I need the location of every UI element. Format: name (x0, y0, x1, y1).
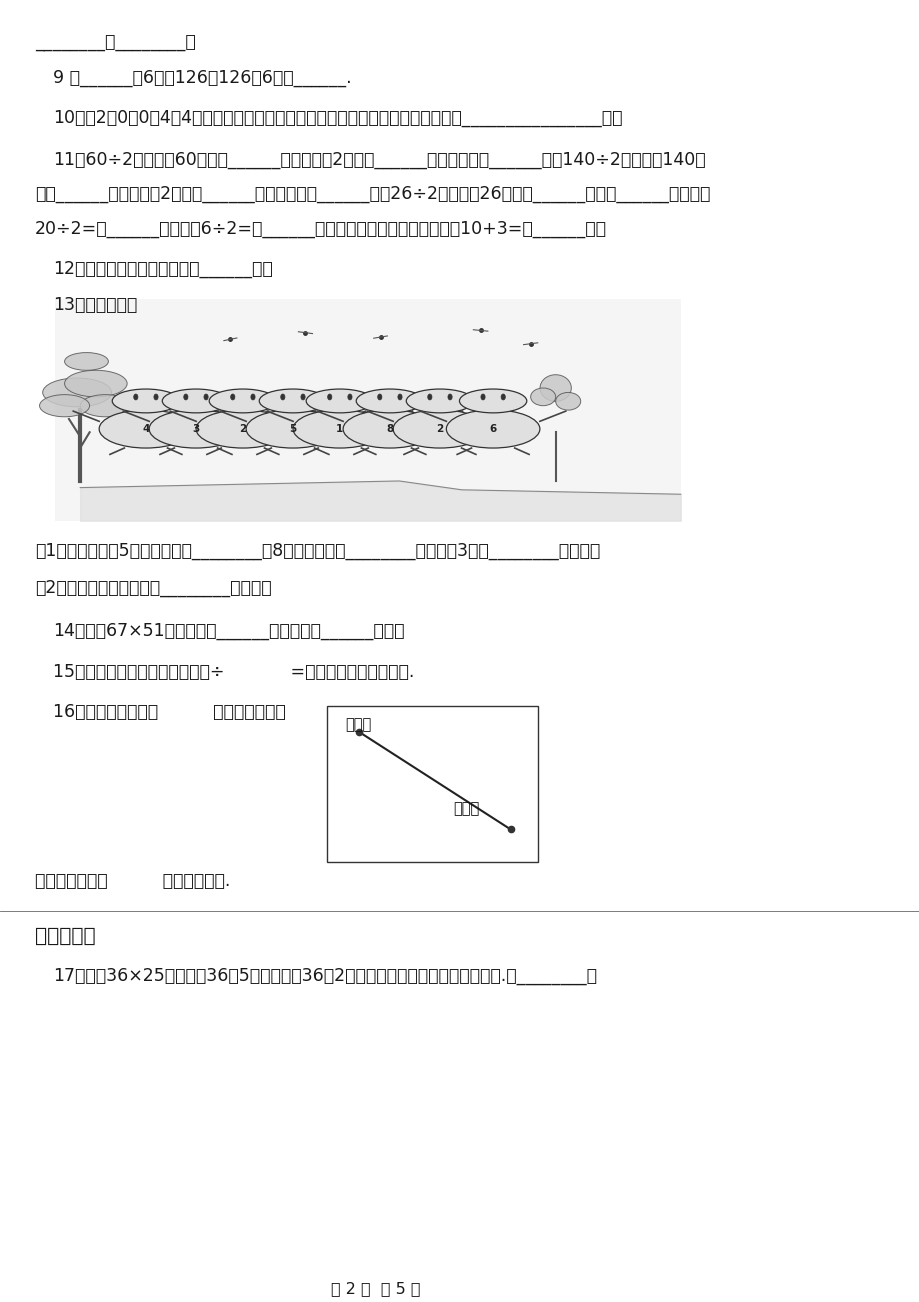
Text: 小建家: 小建家 (345, 716, 371, 732)
Ellipse shape (530, 388, 555, 406)
Circle shape (427, 395, 432, 400)
Circle shape (251, 395, 255, 400)
Ellipse shape (306, 389, 373, 413)
Ellipse shape (64, 353, 108, 370)
Circle shape (378, 395, 381, 400)
Text: 2: 2 (436, 424, 443, 434)
Ellipse shape (356, 389, 423, 413)
Text: 4: 4 (142, 424, 150, 434)
Ellipse shape (539, 375, 571, 401)
Text: 12．在北方和东方中间的是（______）。: 12．在北方和东方中间的是（______）。 (53, 260, 273, 279)
Ellipse shape (196, 410, 289, 448)
Ellipse shape (209, 389, 277, 413)
Text: 17．计算36×25时，先把36和5相乘，再把36和2相乘，最后把两次乘得的结果相加.（________）: 17．计算36×25时，先把36和5相乘，再把36和2相乘，最后把两次乘得的结果… (53, 967, 596, 986)
Ellipse shape (293, 410, 386, 448)
Text: （2）这个青蛙乐队一共有________只青蛙。: （2）这个青蛙乐队一共有________只青蛙。 (35, 579, 271, 598)
Text: 13．青蛙乐队。: 13．青蛙乐队。 (53, 296, 138, 314)
Ellipse shape (392, 410, 486, 448)
Ellipse shape (80, 395, 130, 417)
Text: ________和________。: ________和________。 (35, 34, 196, 52)
Text: 成（______）个十除以2，得（______）个十，即（______）。26÷2，可以把26分成（______）和（______），先算: 成（______）个十除以2，得（______）个十，即（______）。26÷… (35, 185, 709, 203)
Circle shape (448, 395, 451, 400)
Text: 1: 1 (335, 424, 343, 434)
Ellipse shape (99, 410, 192, 448)
Text: 10．用2、0、0、4、4组成的三位数乘两位数的乘法算式中，乘积最大的算式是（________________）。: 10．用2、0、0、4、4组成的三位数乘两位数的乘法算式中，乘积最大的算式是（_… (53, 109, 622, 128)
Circle shape (133, 395, 138, 400)
Ellipse shape (162, 389, 230, 413)
Text: 16．从小建家出发向          走就到小丽家，: 16．从小建家出发向 走就到小丽家， (53, 703, 286, 721)
Text: 第 2 页  共 5 页: 第 2 页 共 5 页 (331, 1281, 420, 1297)
Ellipse shape (555, 392, 580, 410)
Ellipse shape (246, 410, 339, 448)
Circle shape (184, 395, 187, 400)
Text: 6: 6 (489, 424, 496, 434)
Circle shape (153, 395, 158, 400)
Circle shape (481, 395, 484, 400)
Circle shape (280, 395, 285, 400)
Text: 9 ．______的6倍是126，126的6倍是______.: 9 ．______的6倍是126，126的6倍是______. (53, 69, 352, 87)
Circle shape (501, 395, 505, 400)
Bar (326, 706, 538, 862)
Text: 14．估算67×51的得数比（______）大，比（______）小。: 14．估算67×51的得数比（______）大，比（______）小。 (53, 622, 404, 641)
Text: 11．60÷2，可以把60看成（______）个十除以2，得（______）个十，即（______）。140÷2，可以把140看: 11．60÷2，可以把60看成（______）个十除以2，得（______）个十… (53, 151, 705, 169)
Ellipse shape (343, 410, 437, 448)
Text: 从小丽家出发向          走就到小建家.: 从小丽家出发向 走就到小建家. (35, 872, 230, 891)
Ellipse shape (459, 389, 527, 413)
Text: 3: 3 (192, 424, 199, 434)
Text: 三、判断题: 三、判断题 (35, 927, 96, 947)
Text: 15．一块小麦地收小麦总千克数÷            =这块地平均每公顷产量.: 15．一块小麦地收小麦总千克数÷ =这块地平均每公顷产量. (53, 663, 414, 681)
Ellipse shape (40, 395, 89, 417)
Bar (55, 299, 680, 521)
Ellipse shape (259, 389, 326, 413)
Circle shape (204, 395, 208, 400)
Ellipse shape (64, 370, 127, 397)
Circle shape (301, 395, 305, 400)
Ellipse shape (42, 378, 111, 406)
Text: 2: 2 (239, 424, 246, 434)
Circle shape (347, 395, 352, 400)
Ellipse shape (406, 389, 473, 413)
Ellipse shape (149, 410, 243, 448)
Circle shape (327, 395, 332, 400)
Text: 小丽家: 小丽家 (453, 801, 480, 816)
Circle shape (231, 395, 234, 400)
Text: （1）从左数起，5号青蛙排在第________，8号青蛙排在第________，排在第3的是________号青蛙。: （1）从左数起，5号青蛙排在第________，8号青蛙排在第________，… (35, 542, 599, 560)
Text: 5: 5 (289, 424, 296, 434)
Text: 8: 8 (386, 424, 393, 434)
Ellipse shape (446, 410, 539, 448)
Text: 20÷2=（______），再算6÷2=（______），最后把两次的结果相加，即10+3=（______）。: 20÷2=（______），再算6÷2=（______），最后把两次的结果相加，… (35, 220, 607, 238)
Circle shape (397, 395, 402, 400)
Ellipse shape (112, 389, 179, 413)
